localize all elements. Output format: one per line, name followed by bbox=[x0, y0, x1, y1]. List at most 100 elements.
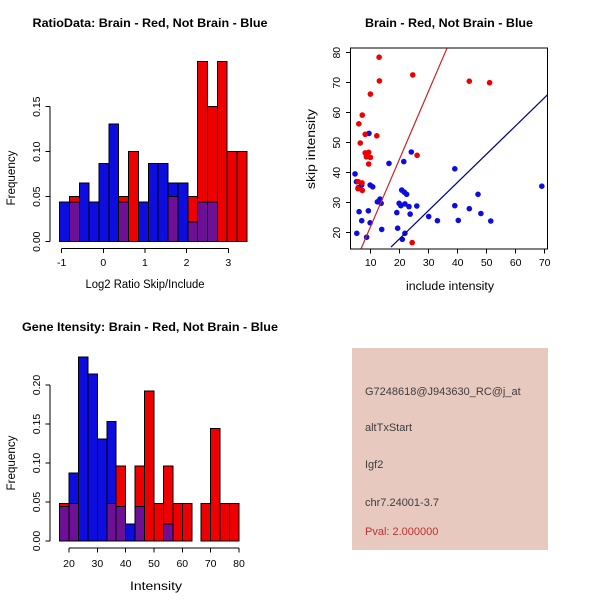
scatter-point-brain bbox=[359, 112, 366, 118]
x-tick-label: 50 bbox=[481, 257, 493, 269]
scatter-point-notbrain bbox=[369, 184, 376, 190]
hist-bar-red bbox=[210, 428, 221, 542]
scatter-point-notbrain bbox=[478, 210, 484, 217]
hist-bar-overlap bbox=[59, 506, 70, 542]
x-tick-label: 50 bbox=[148, 558, 160, 570]
scatter-point-notbrain bbox=[408, 149, 415, 155]
hist-bar-overlap bbox=[115, 506, 127, 542]
hist-bar-blue bbox=[88, 201, 100, 243]
x-tick-label: 1 bbox=[142, 257, 148, 269]
y-tick-label: 0.10 bbox=[31, 141, 43, 162]
scatter-point-brain bbox=[376, 54, 382, 60]
x-tick-label: 70 bbox=[205, 558, 217, 570]
plot-box bbox=[350, 47, 548, 250]
y-tick-label: 0.20 bbox=[31, 375, 43, 396]
scatter-point-notbrain bbox=[452, 202, 458, 209]
hist-bar-red bbox=[236, 151, 248, 243]
scatter-point-notbrain bbox=[455, 217, 462, 224]
probe-id-text: G7248618@J943630_RC@j_at bbox=[365, 386, 521, 398]
gene-histogram-title: Gene Itensity: Brain - Red, Not Brain - … bbox=[22, 320, 278, 334]
hist-bar-red bbox=[128, 151, 139, 243]
x-tick-label: 60 bbox=[176, 558, 188, 570]
hist-bar-red bbox=[229, 503, 240, 542]
y-tick-label: 0.00 bbox=[31, 231, 43, 252]
scatter-point-notbrain bbox=[403, 191, 410, 198]
hist-bar-blue bbox=[96, 438, 108, 542]
hist-bar-blue bbox=[78, 182, 90, 243]
y-tick-label: 40 bbox=[331, 167, 343, 179]
y-tick-label: 30 bbox=[331, 197, 343, 209]
gene-histogram-ylabel: Frequency bbox=[6, 435, 18, 490]
scatter-point-brain bbox=[367, 154, 374, 161]
x-tick-label: 10 bbox=[365, 257, 377, 269]
scatter-title: Brain - Red, Not Brain - Blue bbox=[365, 16, 533, 30]
x-tick-label: 40 bbox=[452, 257, 464, 269]
hist-bar-red bbox=[219, 503, 231, 542]
x-tick-label: 0 bbox=[100, 257, 106, 269]
x-tick-label: 60 bbox=[510, 257, 522, 269]
y-tick-label: 70 bbox=[331, 77, 343, 89]
y-tick-label: 50 bbox=[331, 137, 343, 149]
scatter-point-notbrain bbox=[406, 203, 412, 210]
hist-bar-overlap bbox=[68, 503, 79, 542]
hist-bar-blue bbox=[87, 373, 98, 542]
ratio-histogram-panel: -1 0 1 2 3 0.00 0.05 0.10 0.15 RatioData: Brain … bbox=[6, 16, 268, 291]
scatter-point-notbrain bbox=[414, 203, 420, 209]
scatter-point-brain bbox=[376, 78, 383, 84]
scatter-ylabel: skip intensity bbox=[306, 109, 318, 189]
hist-bar-blue bbox=[157, 162, 169, 243]
x-tick-label: 40 bbox=[120, 558, 132, 570]
scatter-point-notbrain bbox=[356, 208, 362, 215]
scatter-point-notbrain bbox=[475, 191, 481, 198]
scatter-point-brain bbox=[409, 239, 415, 246]
gene-name-text: Igf2 bbox=[365, 459, 384, 471]
hist-bar-blue bbox=[108, 123, 120, 243]
scatter-point-notbrain bbox=[352, 171, 358, 177]
scatter-point-notbrain bbox=[394, 225, 401, 231]
scatter-point-notbrain bbox=[378, 226, 385, 233]
hist-bar-red bbox=[226, 151, 238, 243]
x-tick-label: 30 bbox=[91, 558, 103, 570]
scatter-point-notbrain bbox=[487, 218, 494, 224]
gene-histogram-xlabel: Intensity bbox=[130, 581, 182, 593]
hist-bar-blue bbox=[98, 162, 110, 243]
hist-bar-red bbox=[153, 503, 164, 542]
scatter-point-notbrain bbox=[386, 160, 392, 167]
ratio-histogram-xlabel: Log2 Ratio Skip/Include bbox=[86, 279, 205, 291]
scatter-point-notbrain bbox=[452, 166, 458, 172]
hist-bar-blue bbox=[137, 201, 149, 243]
scatter-point-notbrain bbox=[539, 183, 545, 189]
ratio-histogram-ylabel: Frequency bbox=[6, 150, 18, 205]
hist-bar-overlap bbox=[207, 201, 218, 243]
hist-bar-red bbox=[200, 503, 212, 542]
scatter-xlabel: include intensity bbox=[406, 281, 494, 293]
y-tick-label: 0.15 bbox=[31, 96, 43, 117]
locus-text: chr7.24001-3.7 bbox=[365, 497, 439, 509]
hist-bar-overlap bbox=[162, 523, 174, 542]
scatter-point-notbrain bbox=[434, 217, 441, 224]
x-tick-label: 70 bbox=[539, 257, 551, 269]
y-tick-label: 80 bbox=[331, 47, 343, 59]
y-tick-label: 0.15 bbox=[31, 414, 43, 435]
scatter-point-notbrain bbox=[353, 230, 360, 237]
hist-bar-blue bbox=[125, 523, 136, 542]
scatter-point-brain bbox=[362, 131, 368, 138]
x-tick-label: 30 bbox=[423, 257, 435, 269]
scatter-point-notbrain bbox=[358, 217, 365, 224]
x-tick-label: 2 bbox=[184, 257, 190, 269]
hist-bar-overlap bbox=[167, 196, 179, 243]
x-tick-label: -1 bbox=[57, 257, 66, 269]
scatter-point-brain bbox=[355, 185, 361, 192]
scatter-point-notbrain bbox=[425, 213, 432, 220]
hist-bar-blue bbox=[77, 356, 89, 542]
scatter-point-brain bbox=[373, 133, 380, 139]
ratio-histogram-title: RatioData: Brain - Red, Not Brain - Blue bbox=[33, 16, 268, 30]
scatter-point-brain bbox=[359, 180, 365, 186]
hist-bar-overlap bbox=[134, 506, 146, 542]
hist-bar-blue bbox=[177, 182, 189, 243]
scatter-point-notbrain bbox=[402, 201, 408, 207]
gene-intensity-histogram-panel: 20 30 40 50 60 70 80 0.00 0.05 0.10 0.15 0.20 Gene … bbox=[6, 320, 278, 593]
hist-bar-red bbox=[216, 61, 228, 243]
intensity-scatter-panel: 10 20 30 40 50 60 70 20 30 40 50 60 70 80 Brain - Red… bbox=[306, 16, 551, 293]
